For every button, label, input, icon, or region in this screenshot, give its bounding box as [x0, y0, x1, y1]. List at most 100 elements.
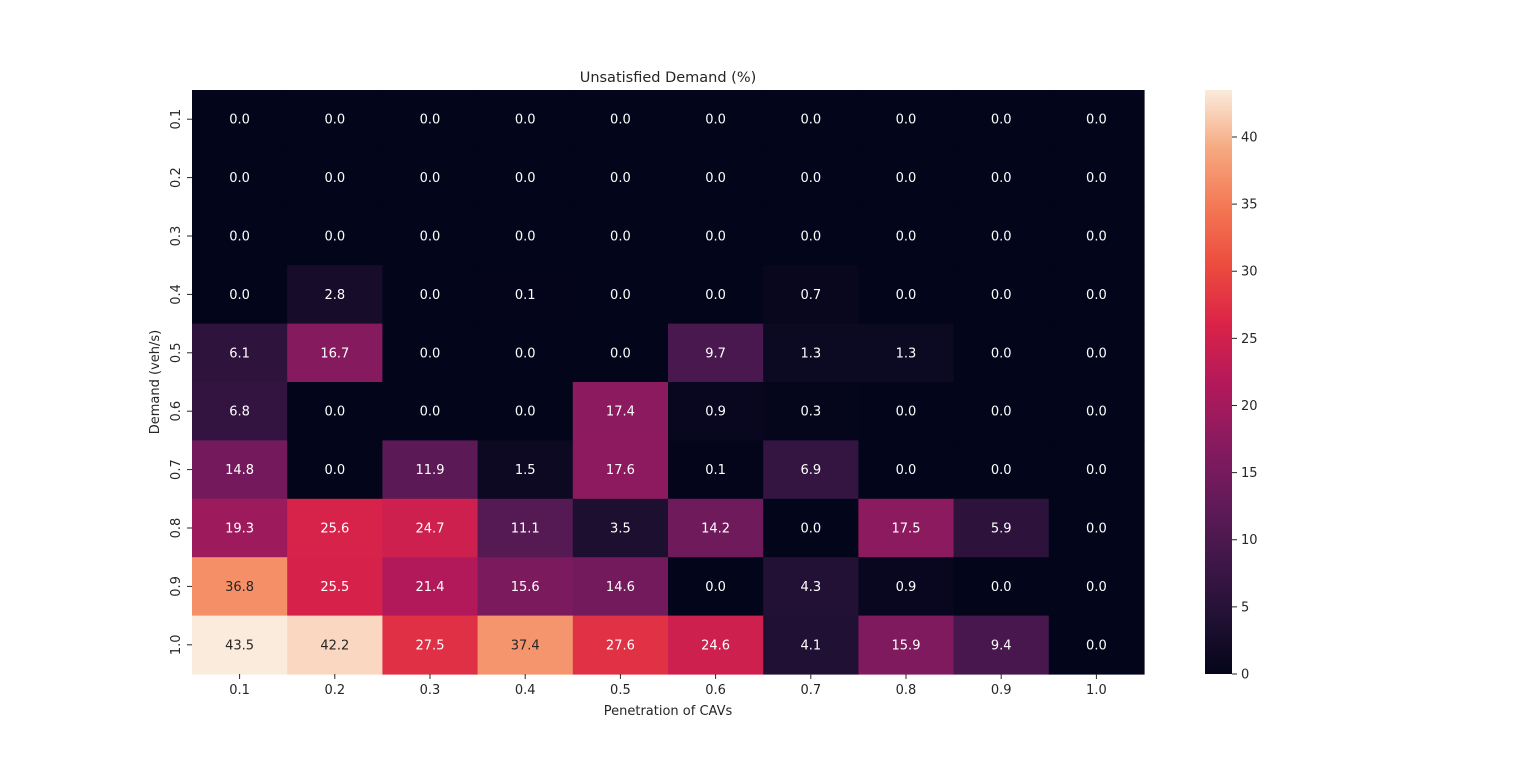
- cell-value-label: 0.0: [705, 113, 726, 128]
- y-tick-label: 0.3: [169, 226, 184, 247]
- cell-value-label: 21.4: [416, 580, 445, 595]
- heatmap-cell: [477, 382, 574, 441]
- cell-value-label: 0.0: [420, 405, 441, 420]
- heatmap-cell: [858, 615, 955, 675]
- heatmap-cell: [477, 498, 574, 558]
- heatmap-cell: [572, 615, 669, 675]
- cell-value-label: 6.1: [229, 346, 250, 361]
- cell-value-label: 1.3: [800, 346, 821, 361]
- heatmap-cell: [1048, 90, 1145, 149]
- cell-value-label: 27.6: [606, 638, 635, 653]
- heatmap-cell: [572, 206, 669, 266]
- heatmap-cell: [382, 557, 479, 617]
- heatmap-cell: [382, 206, 479, 266]
- heatmap-cell: [668, 615, 764, 675]
- heatmap-cell: [763, 206, 859, 266]
- heatmap-cell: [953, 206, 1050, 266]
- heatmap-cell: [1048, 615, 1145, 675]
- heatmap-cell: [858, 265, 955, 325]
- heatmap-cell: [572, 382, 669, 441]
- heatmap-cell: [287, 90, 383, 149]
- y-tick-label: 0.5: [169, 342, 184, 363]
- cell-value-label: 24.6: [701, 638, 730, 653]
- heatmap-cell: [477, 206, 574, 266]
- heatmap-cell: [858, 382, 955, 441]
- heatmap-cells: 0.0 0.0 0.0 0.0 0.0 0.0 0.0 0.0 0.0 0.0 0.0 0.0 0.0 0…: [192, 90, 1145, 675]
- cell-value-label: 0.0: [1086, 171, 1107, 186]
- heatmap-cell: [858, 440, 955, 500]
- cell-value-label: 17.5: [892, 522, 921, 537]
- heatmap-cell: [953, 265, 1050, 325]
- cell-value-label: 24.7: [416, 522, 445, 537]
- heatmap-cell: [668, 323, 764, 383]
- x-tick-label: 0.3: [420, 683, 441, 698]
- cell-value-label: 0.0: [896, 405, 917, 420]
- cell-value-label: 0.0: [896, 171, 917, 186]
- heatmap-cell: [192, 498, 288, 558]
- heatmap-cell: [477, 440, 574, 500]
- heatmap-cell: [668, 498, 764, 558]
- heatmap-cell: [858, 557, 955, 617]
- heatmap-cell: [668, 382, 764, 441]
- cell-value-label: 0.0: [515, 405, 536, 420]
- heatmap-cell: [572, 148, 669, 208]
- cell-value-label: 14.8: [225, 463, 254, 478]
- heatmap-cell: [287, 323, 383, 383]
- heatmap-cell: [382, 323, 479, 383]
- colorbar-tick-label: 5: [1241, 600, 1249, 615]
- x-tick-label: 0.1: [229, 683, 250, 698]
- heatmap-cell: [572, 557, 669, 617]
- heatmap-cell: [763, 382, 859, 441]
- cell-value-label: 16.7: [320, 346, 349, 361]
- cell-value-label: 0.0: [324, 463, 345, 478]
- colorbar: 0 5 10 15 20 25 30 35 40: [1205, 90, 1258, 683]
- heatmap-cell: [1048, 498, 1145, 558]
- cell-value-label: 0.0: [1086, 230, 1107, 245]
- cell-value-label: 0.0: [420, 288, 441, 303]
- cell-value-label: 0.0: [705, 171, 726, 186]
- cell-value-label: 0.0: [420, 230, 441, 245]
- cell-value-label: 0.0: [1086, 113, 1107, 128]
- heatmap-cell: [287, 382, 383, 441]
- cell-value-label: 0.0: [229, 171, 250, 186]
- heatmap-cell: [287, 440, 383, 500]
- cell-value-label: 0.0: [991, 171, 1012, 186]
- x-tick-label: 0.9: [991, 683, 1012, 698]
- x-axis-label: Penetration of CAVs: [604, 704, 733, 719]
- chart-title: Unsatisfied Demand (%): [580, 70, 757, 86]
- heatmap-cell: [953, 90, 1050, 149]
- cell-value-label: 0.0: [420, 346, 441, 361]
- y-axis-ticks: 0.1 0.2 0.3 0.4 0.5 0.6 0.7 0.8 0.9 1.0: [169, 109, 192, 655]
- colorbar-tick-label: 40: [1241, 130, 1258, 145]
- heatmap-cell: [192, 148, 288, 208]
- heatmap-cell: [668, 265, 764, 325]
- y-tick-label: 0.4: [169, 284, 184, 305]
- cell-value-label: 27.5: [416, 638, 445, 653]
- cell-value-label: 0.0: [515, 346, 536, 361]
- heatmap-cell: [477, 557, 574, 617]
- cell-value-label: 0.0: [515, 230, 536, 245]
- cell-value-label: 0.0: [800, 171, 821, 186]
- cell-value-label: 3.5: [610, 522, 631, 537]
- cell-value-label: 6.8: [229, 405, 250, 420]
- y-tick-label: 0.8: [169, 518, 184, 539]
- cell-value-label: 0.0: [610, 346, 631, 361]
- x-tick-label: 1.0: [1086, 683, 1107, 698]
- cell-value-label: 0.0: [420, 171, 441, 186]
- y-axis-label: Demand (veh/s): [148, 330, 163, 435]
- cell-value-label: 14.2: [701, 522, 730, 537]
- heatmap-cell: [382, 440, 479, 500]
- heatmap-cell: [382, 615, 479, 675]
- cell-value-label: 1.5: [515, 463, 536, 478]
- x-tick-label: 0.4: [515, 683, 536, 698]
- cell-value-label: 0.0: [991, 113, 1012, 128]
- cell-value-label: 0.0: [800, 230, 821, 245]
- colorbar-tick-label: 30: [1241, 265, 1258, 280]
- heatmap-cell: [192, 557, 288, 617]
- heatmap-cell: [192, 206, 288, 266]
- cell-value-label: 0.0: [229, 113, 250, 128]
- x-tick-label: 0.7: [800, 683, 821, 698]
- cell-value-label: 0.0: [896, 113, 917, 128]
- cell-value-label: 0.0: [896, 230, 917, 245]
